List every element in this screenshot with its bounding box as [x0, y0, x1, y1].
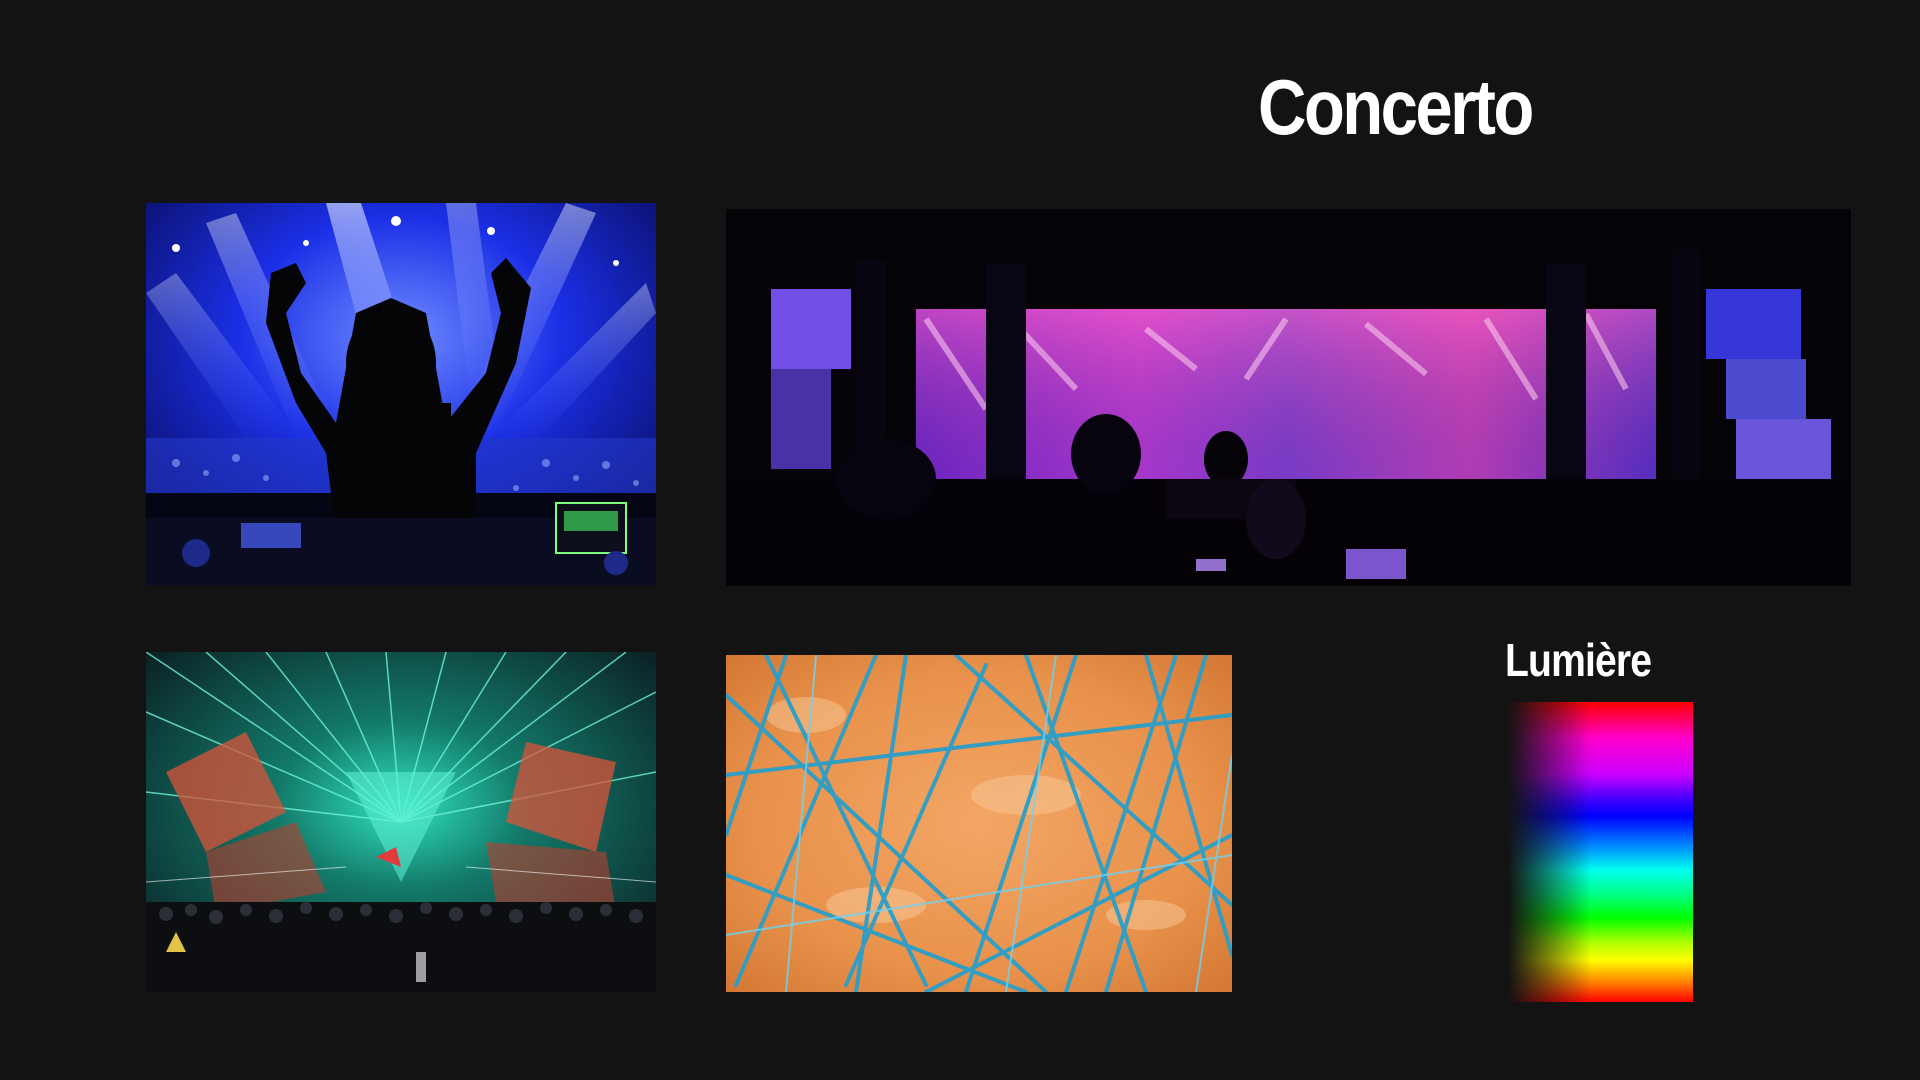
blue-lines-painting — [726, 655, 1232, 992]
stage-led-wall-photo — [726, 209, 1851, 586]
light-label: Lumière — [1505, 634, 1652, 686]
laser-show-photo — [146, 652, 656, 992]
dj-silhouette-photo — [146, 203, 656, 585]
page-title: Concerto — [1258, 63, 1534, 151]
color-spectrum-swatch — [1508, 702, 1693, 1002]
